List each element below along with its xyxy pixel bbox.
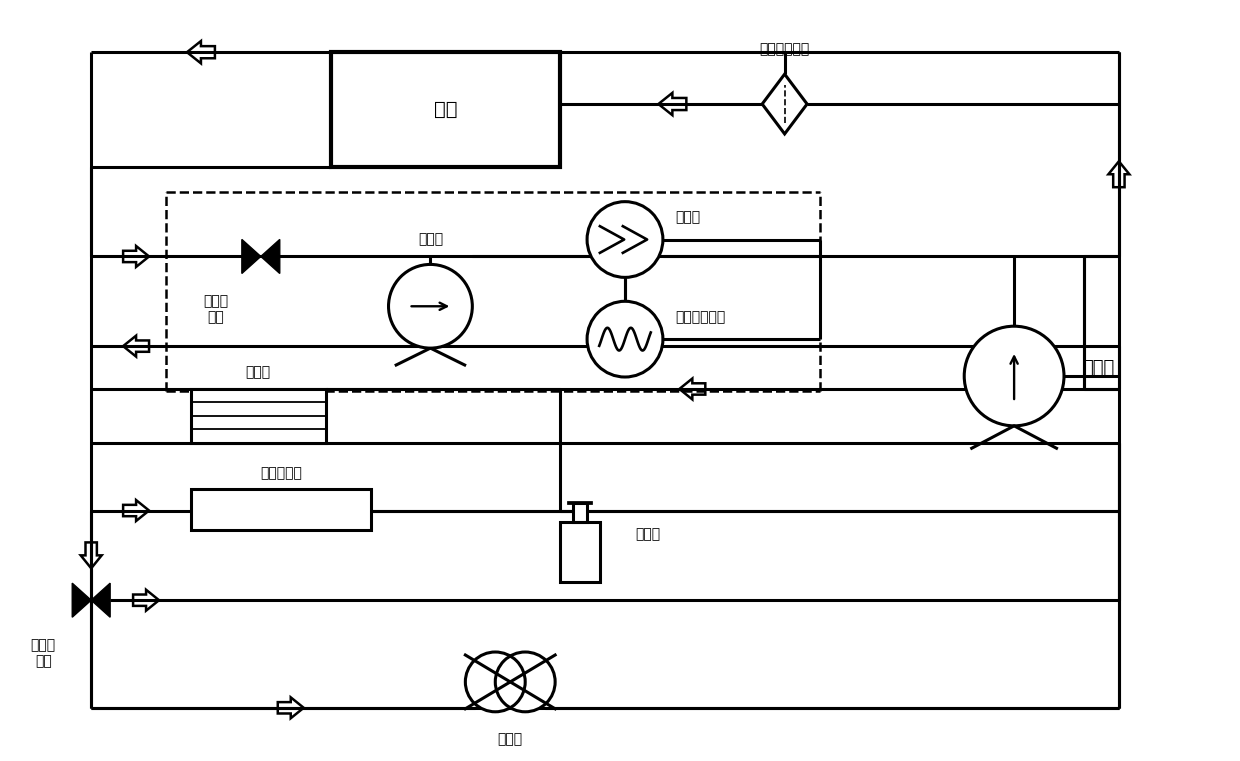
Bar — [191, 389, 326, 443]
Bar — [191, 389, 326, 443]
Polygon shape — [72, 583, 92, 617]
Text: 暖风热交换器: 暖风热交换器 — [675, 310, 725, 324]
Circle shape — [465, 652, 526, 712]
Polygon shape — [92, 583, 110, 617]
Text: 流量控
制阀: 流量控 制阀 — [203, 295, 228, 324]
Text: 离子交换器: 离子交换器 — [260, 466, 301, 481]
Bar — [331, 53, 560, 167]
Circle shape — [495, 652, 556, 712]
Circle shape — [587, 301, 663, 377]
Text: 大水泵: 大水泵 — [1083, 359, 1115, 377]
Text: 中冷器: 中冷器 — [246, 365, 270, 379]
Circle shape — [965, 326, 1064, 426]
Text: 电堆: 电堆 — [434, 100, 458, 119]
Bar — [573, 502, 587, 523]
Polygon shape — [260, 240, 280, 273]
Bar — [331, 53, 560, 167]
Bar — [191, 489, 371, 530]
Text: 膨胀筒: 膨胀筒 — [635, 527, 660, 541]
Bar — [560, 523, 600, 582]
Circle shape — [388, 264, 472, 348]
Bar — [560, 523, 600, 582]
Bar — [573, 502, 587, 523]
Text: 流量控
制阀: 流量控 制阀 — [31, 638, 56, 668]
Text: 加热器: 加热器 — [675, 211, 701, 224]
Text: 散热器: 散热器 — [497, 732, 523, 746]
Polygon shape — [763, 74, 807, 134]
Bar — [191, 489, 371, 530]
Text: 冷却液过滤器: 冷却液过滤器 — [760, 42, 810, 56]
Circle shape — [587, 202, 663, 277]
Text: 小水泵: 小水泵 — [418, 233, 443, 247]
Polygon shape — [242, 240, 260, 273]
